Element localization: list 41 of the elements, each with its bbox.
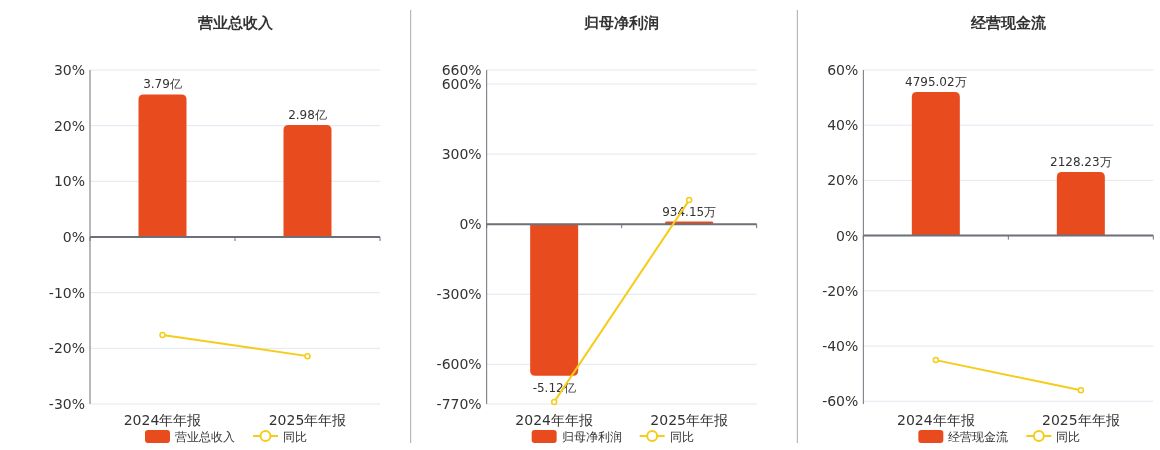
legend-label: 营业总收入 [175,430,235,444]
y-tick-label: -20% [48,340,85,357]
x-tick-label: 2025年年报 [268,412,347,428]
chart-title: 归母净利润 [583,14,660,32]
data-label: 4795.02万 [905,75,967,90]
x-tick-label: 2024年年报 [123,412,202,428]
data-label: 2128.23万 [1050,154,1112,169]
legend-label: 同比 [669,430,694,444]
y-tick-label: 10% [53,173,85,190]
y-tick-label: -60% [822,393,859,410]
y-tick-label: 60% [827,62,859,78]
annotation: -5.12亿 [532,380,576,395]
y-tick-label: -20% [822,282,859,299]
y-tick-label: 660% [441,62,482,78]
x-tick-label: 2025年年报 [650,412,728,428]
y-tick-label: 0% [836,227,859,244]
y-tick-label: 20% [53,117,85,134]
y-tick-label: -300% [436,286,482,303]
y-tick-label: 0% [459,216,482,233]
data-label: 2.98亿 [288,107,327,122]
chart-title: 营业总收入 [196,14,274,32]
y-tick-label: 600% [441,76,482,93]
legend-label: 同比 [1056,430,1081,444]
y-tick-label: -600% [436,356,482,373]
y-tick-label: -10% [48,284,85,301]
y-tick-label: 40% [827,117,859,134]
x-tick-label: 2024年年报 [515,412,593,428]
x-tick-label: 2024年年报 [897,412,975,428]
legend-label: 归母净利润 [561,430,622,444]
chart-title: 经营现金流 [969,14,1047,32]
y-tick-label: -40% [822,338,859,355]
legend-label: 同比 [283,430,307,444]
data-label: 3.79亿 [143,77,182,92]
y-tick-label: 0% [62,229,85,245]
x-tick-label: 2025年年报 [1042,412,1120,428]
y-tick-label: -770% [436,396,482,412]
y-tick-label: 30% [53,62,85,78]
y-tick-label: 20% [827,172,859,189]
y-tick-label: 300% [441,146,482,163]
legend-label: 经营现金流 [948,430,1009,444]
y-tick-label: -30% [48,396,85,412]
